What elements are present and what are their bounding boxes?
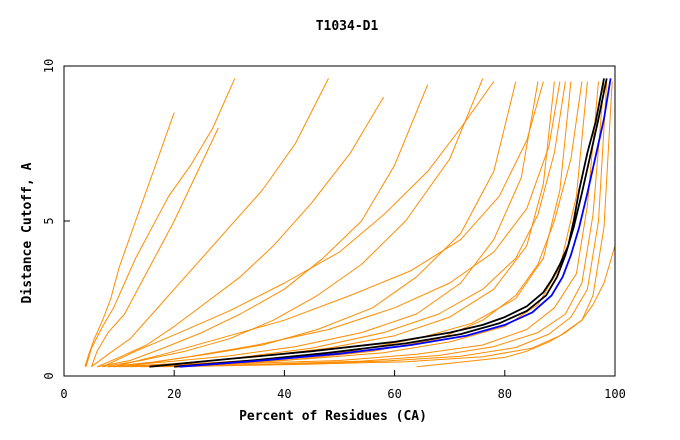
y-tick-label: 5 [42,217,56,224]
model-lines [84,78,616,368]
model-line-2 [91,127,219,367]
x-tick-label: 0 [60,387,67,401]
model-line-7 [108,81,517,368]
model-line-12 [141,81,599,368]
model-line-3 [91,78,329,368]
chart-title: T1034-D1 [316,19,379,34]
model-line-0 [84,112,175,367]
x-tick-label: 100 [604,387,626,401]
model-line-21 [102,81,495,368]
model-line-9 [113,81,555,368]
model-line-14 [163,81,608,368]
model-line-16 [416,245,616,368]
y-tick-label: 0 [42,372,56,379]
reference-line-22 [149,78,605,368]
x-axis-label: Percent of Residues (CA) [239,409,427,424]
x-tick-label: 60 [387,387,401,401]
model-line-19 [124,81,561,368]
model-line-15 [174,81,613,368]
reference-lines [149,78,612,368]
model-line-8 [108,81,539,368]
model-line-17 [185,81,583,368]
model-line-18 [146,81,566,368]
model-line-5 [97,84,429,368]
y-axis-label: Distance Cutoff, A [20,162,35,303]
model-line-13 [152,81,605,368]
x-axis-ticks: 0 20 40 60 80 100 [60,370,626,401]
y-axis-ticks: 0 5 10 [42,59,70,380]
reference-line-24 [179,78,612,368]
model-line-1 [85,78,236,367]
y-tick-label: 10 [42,59,56,73]
model-line-6 [102,78,484,368]
x-tick-label: 40 [277,387,291,401]
x-tick-label: 80 [498,387,512,401]
x-tick-label: 20 [167,387,181,401]
reference-line-23 [174,78,608,368]
model-line-4 [96,96,385,368]
model-line-20 [113,81,544,368]
